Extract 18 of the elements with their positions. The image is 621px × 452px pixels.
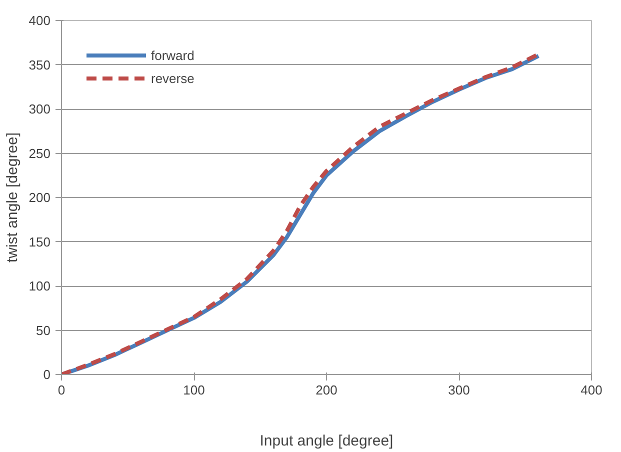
y-tick-label: 100 [28,278,51,294]
x-tick-label: 400 [580,382,602,398]
legend-label: reverse [151,70,194,86]
x-tick-label: 300 [448,382,470,398]
legend-label: forward [151,48,194,62]
y-tick-label: 250 [28,146,51,161]
y-tick-label: 300 [28,102,51,116]
y-tick-label: 400 [28,13,51,28]
y-tick-label: 150 [28,234,51,250]
y-tick-label: 200 [28,190,51,205]
y-tick-label: 350 [28,57,51,72]
x-tick-label: 200 [316,382,338,398]
x-tick-label: 0 [58,382,66,398]
x-axis-title: Input angle [degree] [260,432,394,450]
y-axis-title: twist angle [degree] [4,132,21,263]
x-tick-label: 100 [183,382,205,398]
y-tick-label: 50 [36,322,51,338]
y-tick-label: 0 [43,367,51,382]
